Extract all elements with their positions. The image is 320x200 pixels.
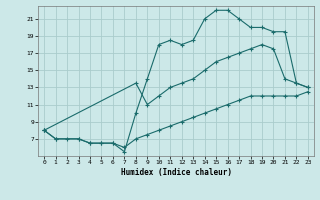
X-axis label: Humidex (Indice chaleur): Humidex (Indice chaleur): [121, 168, 231, 177]
